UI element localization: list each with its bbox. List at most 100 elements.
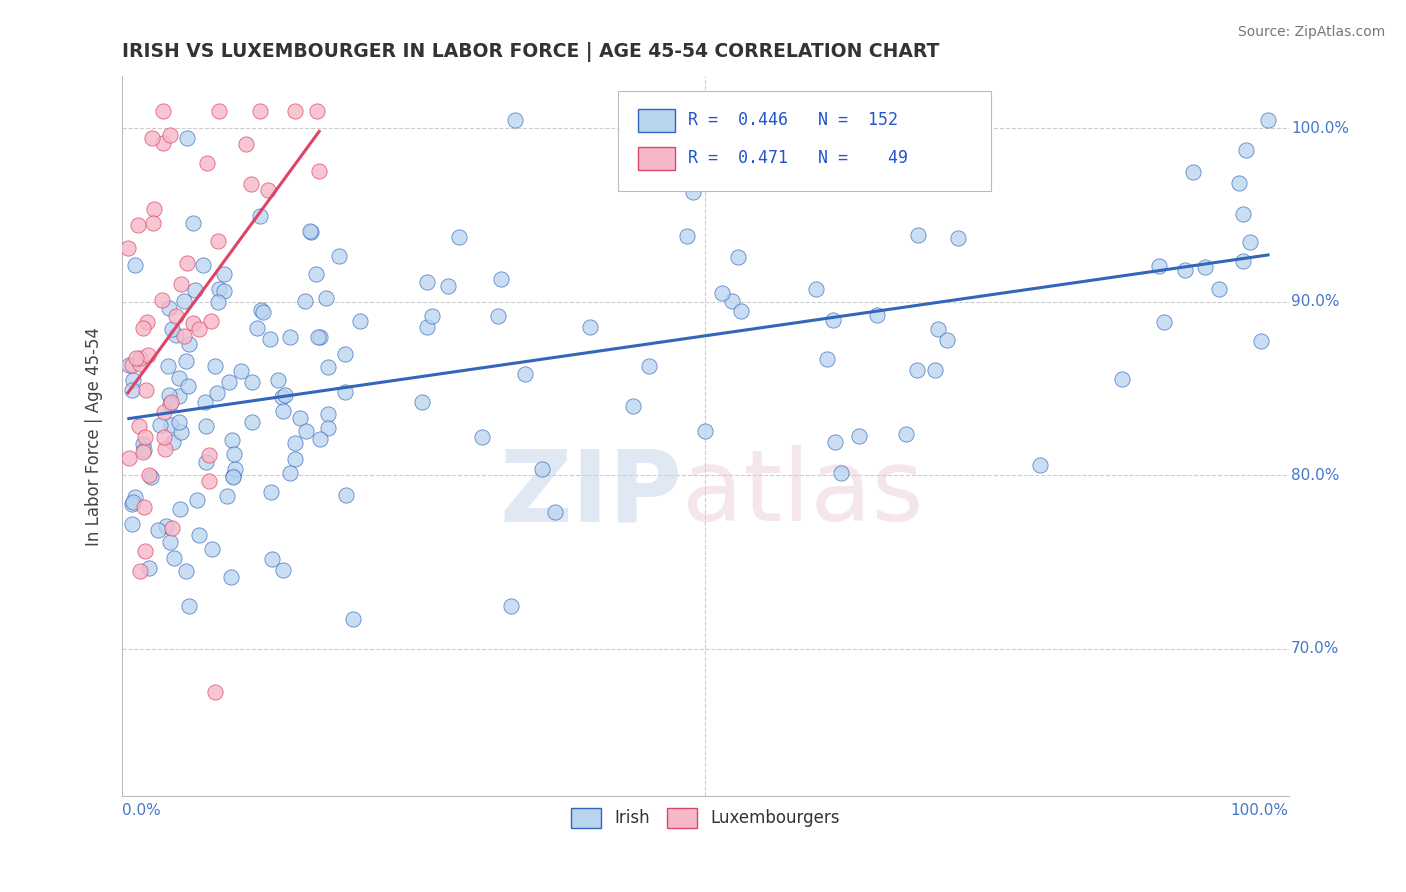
Point <box>436 279 458 293</box>
Point <box>907 363 929 377</box>
Point <box>194 455 217 469</box>
Point <box>129 357 152 371</box>
Text: Source: ZipAtlas.com: Source: ZipAtlas.com <box>1237 25 1385 39</box>
Point <box>125 351 148 366</box>
Point <box>157 301 180 315</box>
Point <box>165 328 187 343</box>
Point <box>411 395 433 409</box>
Point <box>824 435 846 450</box>
Point <box>273 563 295 577</box>
Point <box>191 258 214 272</box>
Point <box>315 291 337 305</box>
Point <box>814 117 837 131</box>
Point <box>149 418 172 433</box>
Text: R =  0.446   N =  152: R = 0.446 N = 152 <box>688 112 898 129</box>
Point <box>267 373 290 387</box>
Point <box>132 500 155 514</box>
Point <box>239 177 262 191</box>
Point <box>229 364 252 378</box>
Point <box>169 277 191 292</box>
Point <box>121 358 143 372</box>
Point <box>256 183 278 197</box>
Text: atlas: atlas <box>682 445 924 542</box>
Point <box>240 375 263 389</box>
Point <box>138 560 160 574</box>
Point <box>122 495 145 509</box>
Point <box>501 599 523 614</box>
Point <box>447 230 470 244</box>
Point <box>215 490 238 504</box>
Point <box>197 448 219 462</box>
Text: 100.0%: 100.0% <box>1291 120 1348 136</box>
Point <box>153 405 176 419</box>
Point <box>136 348 159 362</box>
Point <box>305 267 328 281</box>
Point <box>335 384 357 399</box>
Point <box>1239 235 1261 250</box>
Point <box>184 283 207 297</box>
Point <box>222 470 245 484</box>
Text: 0.0%: 0.0% <box>122 804 160 818</box>
Point <box>260 485 283 500</box>
Point <box>129 564 152 578</box>
Point <box>710 286 733 301</box>
Point <box>727 250 749 264</box>
Point <box>294 293 316 308</box>
Point <box>274 387 297 401</box>
Point <box>924 363 946 377</box>
Point <box>121 516 143 531</box>
Point <box>174 354 197 368</box>
FancyBboxPatch shape <box>617 91 991 192</box>
Point <box>165 309 187 323</box>
Point <box>194 394 217 409</box>
Point <box>208 103 231 118</box>
Point <box>246 320 269 334</box>
Point <box>284 103 307 118</box>
Point <box>262 552 284 566</box>
Point <box>186 492 208 507</box>
Point <box>309 329 332 343</box>
Point <box>513 367 536 381</box>
Point <box>946 231 969 245</box>
Point <box>328 249 350 263</box>
Legend: Irish, Luxembourgers: Irish, Luxembourgers <box>564 801 846 835</box>
Point <box>173 294 195 309</box>
Point <box>249 103 271 118</box>
Point <box>349 314 371 328</box>
Point <box>187 528 209 542</box>
Point <box>1257 112 1279 127</box>
Point <box>121 497 143 511</box>
Point <box>197 474 219 488</box>
Point <box>927 322 949 336</box>
Point <box>159 128 181 143</box>
Point <box>132 437 155 451</box>
Point <box>278 330 301 344</box>
Point <box>249 209 271 223</box>
Point <box>1227 176 1250 190</box>
Point <box>235 137 257 152</box>
Point <box>121 383 143 397</box>
Point <box>173 329 195 343</box>
Point <box>250 303 273 318</box>
Point <box>134 544 156 558</box>
Point <box>1236 143 1258 157</box>
Point <box>298 224 321 238</box>
Point <box>205 385 228 400</box>
Point <box>221 434 243 448</box>
Point <box>531 461 554 475</box>
Point <box>294 424 316 438</box>
Point <box>894 427 917 442</box>
Text: 70.0%: 70.0% <box>1291 641 1340 657</box>
Point <box>936 333 959 347</box>
Point <box>207 234 229 248</box>
Point <box>188 322 211 336</box>
Point <box>208 282 231 296</box>
Point <box>181 216 204 230</box>
Point <box>167 389 190 403</box>
Point <box>153 442 176 456</box>
Point <box>284 435 307 450</box>
Point <box>157 387 180 401</box>
Point <box>162 520 184 534</box>
Point <box>222 447 245 461</box>
Point <box>160 395 183 409</box>
